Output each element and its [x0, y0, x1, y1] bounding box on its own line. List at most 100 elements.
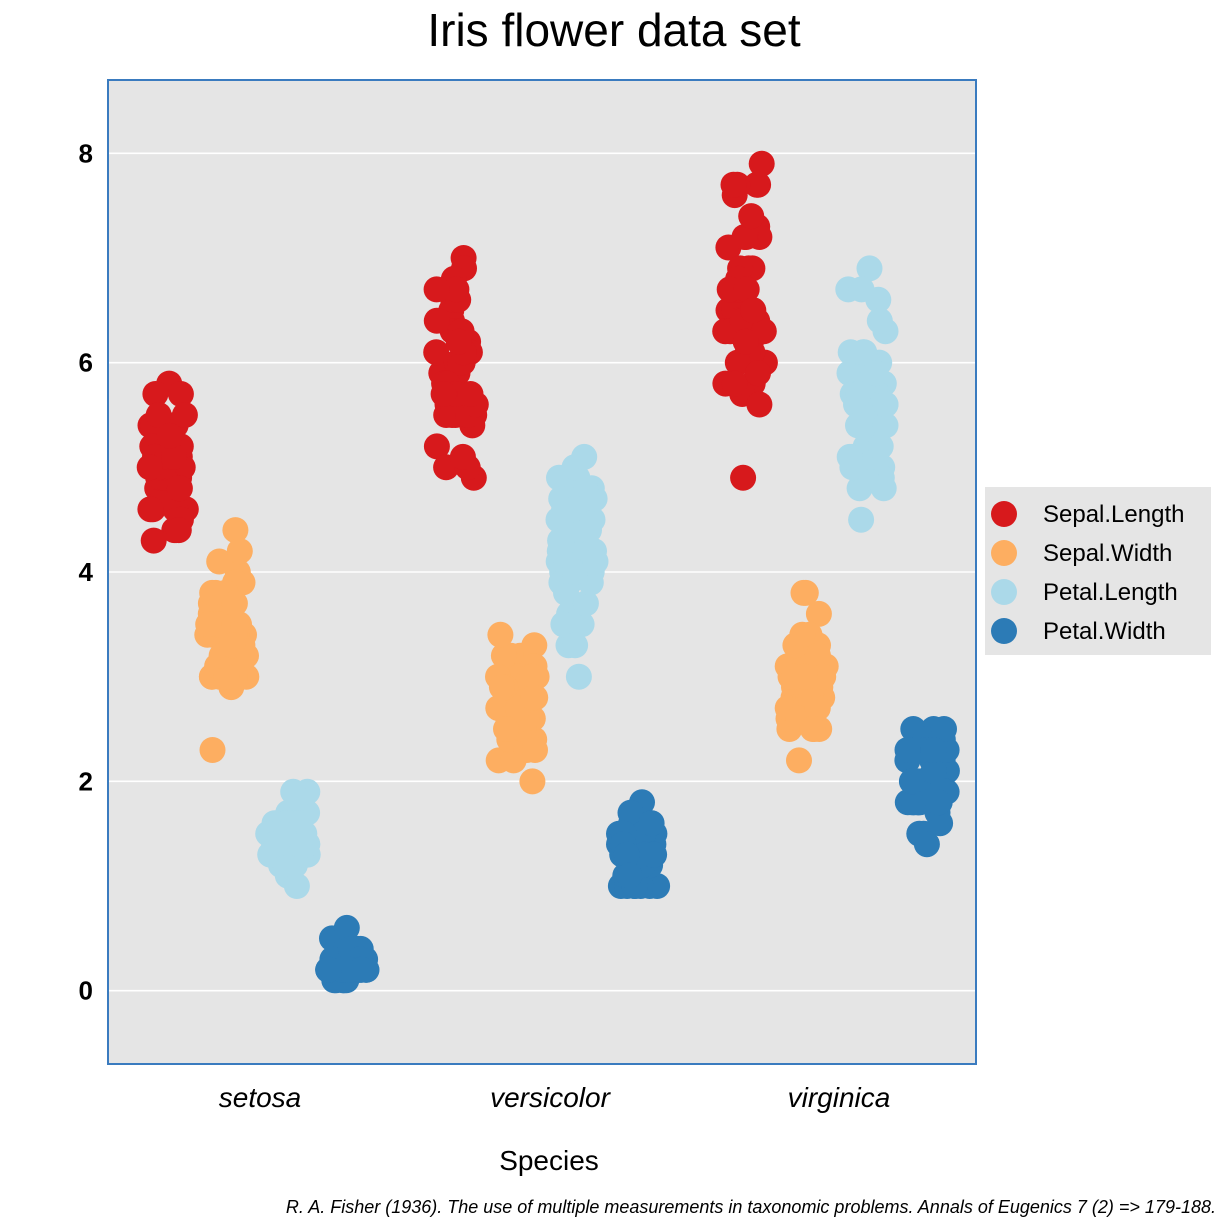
plot-border [107, 79, 977, 1065]
data-point [851, 339, 878, 366]
data-point [925, 789, 952, 816]
data-point [333, 914, 360, 941]
data-point [487, 621, 514, 648]
data-point [745, 360, 771, 387]
y-tick-label: 0 [79, 976, 93, 1006]
data-point [805, 600, 832, 627]
data-point [920, 737, 947, 763]
data-point [848, 506, 875, 533]
data-point [565, 663, 592, 690]
data-point [743, 171, 770, 198]
y-axis-ticks: 0 2 4 6 8 [79, 138, 94, 1005]
legend-label: Sepal.Width [1043, 540, 1172, 567]
data-point [872, 391, 899, 418]
data-point [733, 276, 760, 303]
data-point [457, 381, 484, 407]
data-point [845, 381, 872, 407]
y-tick-label: 4 [79, 557, 94, 587]
data-point [548, 527, 575, 554]
legend-background [985, 487, 1211, 655]
data-point [856, 255, 883, 282]
data-point [519, 768, 546, 795]
data-point [550, 611, 577, 638]
data-point [140, 527, 167, 554]
data-point [161, 443, 187, 470]
data-point [572, 590, 599, 617]
data-point [206, 548, 233, 575]
data-point [219, 632, 246, 659]
data-point [521, 632, 548, 659]
data-point [870, 475, 897, 502]
data-point [263, 831, 290, 858]
data-point [171, 402, 198, 428]
data-point [519, 663, 546, 690]
data-point [283, 873, 310, 899]
data-point [449, 443, 476, 470]
data-point [137, 496, 164, 523]
data-point [786, 747, 812, 774]
x-axis-ticks: setosa versicolor virginica [219, 1082, 891, 1113]
data-point [721, 370, 748, 397]
data-point [430, 381, 457, 407]
data-point [748, 150, 775, 177]
source-caption: R. A. Fisher (1936). The use of multiple… [286, 1197, 1216, 1217]
legend-label: Petal.Width [1043, 618, 1166, 645]
y-tick-label: 2 [79, 766, 93, 796]
data-point [894, 737, 921, 763]
data-point [221, 590, 248, 617]
data-point [789, 621, 816, 648]
x-axis-label: Species [499, 1145, 599, 1176]
data-point [730, 464, 757, 491]
data-point [872, 412, 899, 439]
data-point [613, 841, 640, 868]
data-point [805, 642, 831, 669]
data-point [900, 789, 927, 816]
data-point [423, 433, 450, 460]
data-point [443, 276, 470, 303]
data-point [927, 810, 954, 837]
data-point [867, 433, 894, 460]
data-point [562, 632, 589, 659]
data-point [790, 579, 817, 606]
data-point [315, 956, 342, 983]
data-point [145, 402, 172, 428]
data-point [638, 810, 665, 837]
data-point [560, 496, 587, 523]
data-point [862, 360, 889, 387]
x-tick-label: virginica [788, 1082, 891, 1113]
data-point [720, 171, 747, 198]
data-point [522, 737, 548, 763]
data-point [641, 841, 668, 868]
data-point [167, 381, 194, 407]
data-point [199, 737, 226, 763]
data-point [732, 328, 759, 355]
data-point [845, 412, 871, 439]
data-point [804, 695, 831, 722]
legend-key [991, 579, 1017, 605]
data-point [913, 831, 940, 858]
x-tick-label: setosa [219, 1082, 302, 1113]
data-point [836, 443, 863, 470]
legend-key [991, 618, 1017, 644]
data-point [799, 716, 826, 742]
data-point [156, 422, 183, 449]
data-point [280, 778, 307, 805]
data-point [493, 716, 519, 742]
data-point [738, 203, 765, 230]
data-point [423, 276, 450, 303]
data-point [226, 538, 253, 565]
data-point [142, 381, 169, 407]
x-tick-label: versicolor [490, 1082, 611, 1113]
y-tick-label: 8 [79, 138, 93, 168]
data-point [136, 454, 163, 481]
data-point [724, 349, 751, 376]
data-point [561, 559, 588, 585]
data-point [423, 339, 450, 366]
data-point [490, 642, 517, 669]
data-point [165, 517, 192, 544]
legend: Sepal.Length Sepal.Width Petal.Length Petal… [985, 487, 1211, 655]
data-point [920, 757, 947, 784]
y-tick-label: 6 [79, 348, 93, 378]
data-point [348, 956, 375, 983]
